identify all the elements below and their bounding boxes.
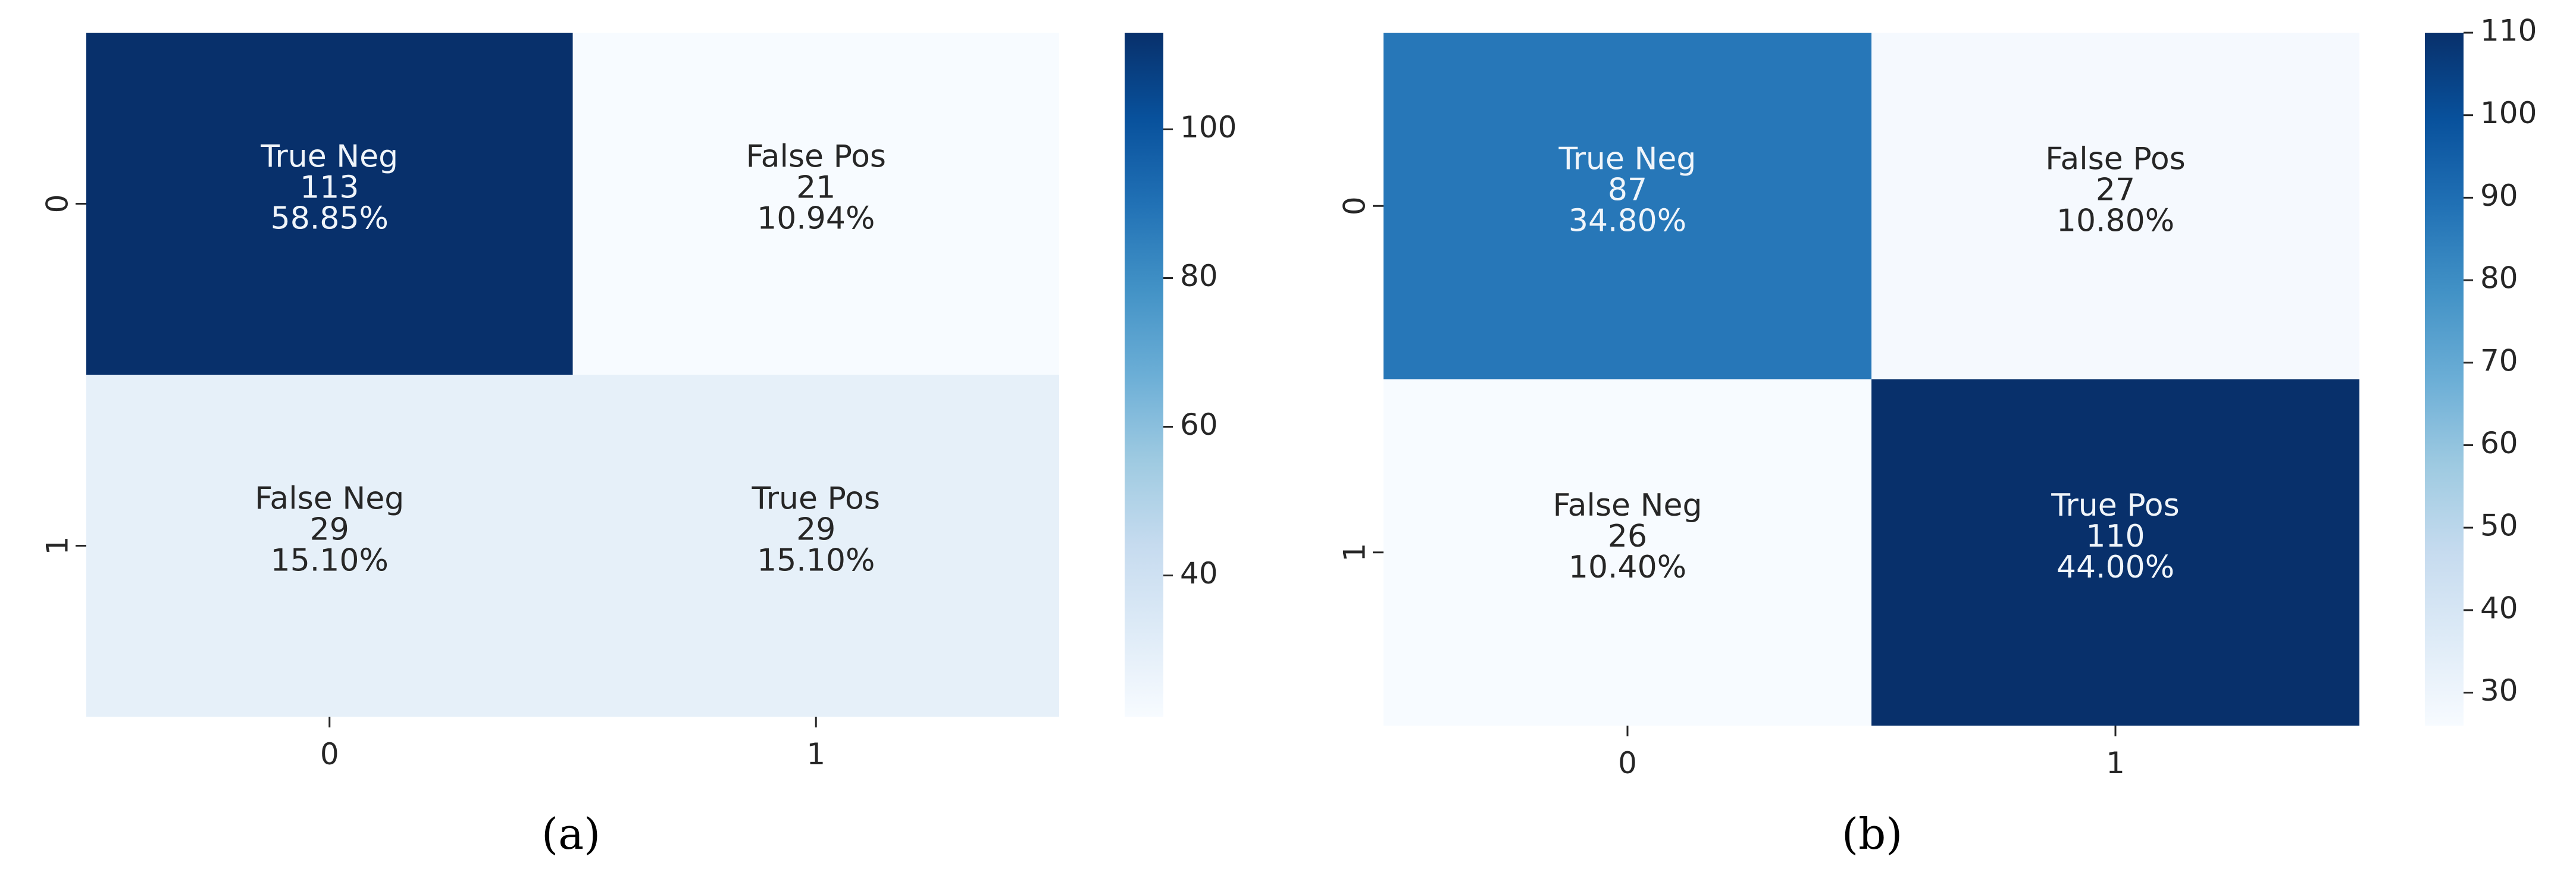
cell-count-label: 110 (2086, 519, 2145, 554)
colorbar-tick-label: 90 (2480, 178, 2518, 213)
cell-count-label: 29 (310, 512, 349, 548)
cell-name-label: True Pos (2051, 488, 2179, 523)
cell-name-label: False Neg (1553, 488, 1702, 523)
heatmap-cell (86, 375, 573, 717)
cell-percent-label: 10.80% (2057, 203, 2174, 239)
y-tick-label: 1 (40, 536, 75, 556)
colorbar-tick-label: 80 (1180, 259, 1218, 293)
cell-count-label: 27 (2096, 172, 2135, 208)
panel-label-b: (b) (1842, 809, 1903, 859)
heatmap-cell (572, 33, 1059, 375)
cell-percent-label: 15.10% (757, 543, 875, 579)
colorbar-tick-label: 60 (2480, 426, 2518, 460)
cell-percent-label: 15.10% (271, 543, 389, 579)
cell-percent-label: 58.85% (271, 201, 389, 237)
heatmap-cell (86, 33, 573, 375)
colorbar-tick-label: 100 (1180, 110, 1237, 145)
cell-count-label: 113 (300, 170, 359, 206)
y-tick-label: 0 (40, 194, 75, 214)
x-tick-label: 0 (320, 737, 339, 771)
heatmap-cell (1384, 379, 1871, 726)
cell-name-label: False Pos (746, 139, 886, 175)
cell-name-label: True Neg (1558, 141, 1697, 177)
y-tick-label: 1 (1338, 543, 1372, 562)
x-tick-label: 1 (806, 737, 825, 771)
cell-count-label: 87 (1608, 172, 1647, 208)
colorbar-tick-label: 110 (2480, 14, 2537, 48)
heatmap-cell (1871, 379, 2359, 726)
cell-name-label: False Neg (255, 481, 404, 517)
cell-name-label: False Pos (2045, 141, 2185, 177)
cell-count-label: 29 (796, 512, 835, 548)
colorbar-tick-label: 40 (2480, 591, 2518, 625)
heatmap-cell (1384, 33, 1871, 379)
panel-label-a: (a) (542, 809, 601, 859)
cell-percent-label: 10.40% (1569, 550, 1686, 585)
colorbar-tick-label: 100 (2480, 96, 2537, 130)
x-tick-label: 1 (2106, 746, 2125, 780)
heatmap-cell (572, 375, 1059, 717)
colorbar-tick-label: 70 (2480, 343, 2518, 378)
cell-count-label: 21 (796, 170, 835, 206)
colorbar-tick-label: 60 (1180, 407, 1218, 442)
cell-percent-label: 44.00% (2057, 550, 2174, 585)
colorbar-tick-label: 30 (2480, 673, 2518, 708)
colorbar (1125, 33, 1163, 717)
cell-percent-label: 10.94% (757, 201, 875, 237)
cell-percent-label: 34.80% (1569, 203, 1686, 239)
heatmap-cell (1871, 33, 2359, 379)
x-tick-label: 0 (1618, 746, 1637, 780)
y-tick-label: 0 (1338, 196, 1372, 215)
colorbar (2425, 33, 2464, 726)
cell-count-label: 26 (1608, 519, 1647, 554)
colorbar-tick-label: 40 (1180, 556, 1218, 591)
colorbar-tick-label: 80 (2480, 261, 2518, 296)
colorbar-tick-label: 50 (2480, 509, 2518, 543)
cell-name-label: True Neg (260, 139, 398, 175)
cell-name-label: True Pos (752, 481, 880, 517)
